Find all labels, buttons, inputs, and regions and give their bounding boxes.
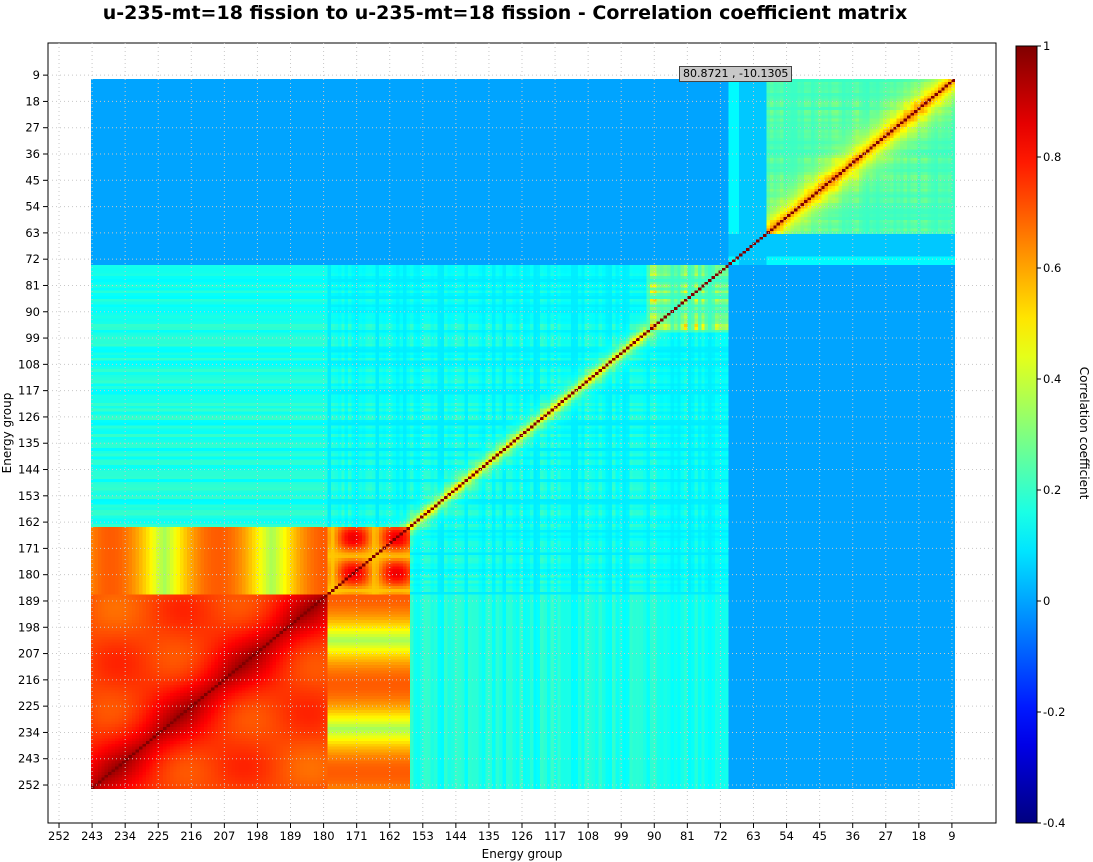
colorbar-tick-label: -0.2 [1043,705,1065,719]
x-tick-label: 171 [346,829,368,843]
y-tick-label: 243 [18,752,40,766]
y-tick-label: 189 [18,594,40,608]
colorbar-tick-label: 0.8 [1043,150,1061,164]
x-tick-label: 108 [577,829,599,843]
x-tick-label: 153 [412,829,434,843]
y-tick-label: 198 [18,620,40,634]
x-tick-label: 18 [912,829,927,843]
x-tick-label: 126 [511,829,533,843]
x-axis-label: Energy group [482,847,563,861]
colorbar-tick-label: 0 [1043,594,1050,608]
x-tick-label: 45 [812,829,827,843]
y-tick-label: 162 [18,515,40,529]
y-tick-label: 27 [25,121,40,135]
x-tick-label: 162 [379,829,401,843]
y-tick-label: 108 [18,357,40,371]
x-tick-label: 9 [948,829,955,843]
y-tick-label: 54 [25,200,40,214]
x-tick-label: 99 [614,829,629,843]
y-tick-label: 45 [25,173,40,187]
x-tick-label: 189 [280,829,302,843]
colorbar-tick-label: 0.4 [1043,372,1061,386]
x-tick-label: 27 [878,829,893,843]
colorbar [1015,45,1038,824]
y-tick-label: 135 [18,436,40,450]
y-tick-label: 225 [18,699,40,713]
x-tick-label: 36 [845,829,860,843]
y-tick-label: 171 [18,541,40,555]
y-tick-label: 99 [25,331,40,345]
x-tick-label: 243 [81,829,103,843]
y-tick-label: 153 [18,489,40,503]
y-tick-label: 252 [18,778,40,792]
x-tick-label: 225 [147,829,169,843]
y-tick-label: 72 [25,252,40,266]
heatmap-image [91,79,955,789]
y-tick-label: 18 [25,94,40,108]
x-tick-label: 198 [246,829,268,843]
y-tick-label: 81 [25,278,40,292]
x-tick-label: 234 [114,829,136,843]
y-tick-label: 117 [18,384,40,398]
y-axis-label: Energy group [0,393,14,474]
y-tick-label: 90 [25,305,40,319]
x-tick-label: 252 [48,829,70,843]
y-tick-label: 63 [25,226,40,240]
y-tick-label: 180 [18,568,40,582]
y-tick-label: 234 [18,725,40,739]
chart-title: u-235-mt=18 fission to u-235-mt=18 fissi… [102,2,908,24]
colorbar-tick-label: -0.4 [1043,816,1065,830]
x-tick-label: 117 [544,829,566,843]
y-tick-label: 144 [18,463,40,477]
x-tick-label: 54 [779,829,794,843]
x-tick-label: 72 [713,829,728,843]
y-tick-label: 207 [18,647,40,661]
x-tick-label: 135 [478,829,500,843]
x-tick-label: 144 [445,829,467,843]
colorbar-tick-label: 0.6 [1043,261,1061,275]
colorbar-tick-label: 1 [1043,39,1050,53]
x-tick-label: 63 [746,829,761,843]
y-tick-label: 126 [18,410,40,424]
y-tick-label: 9 [33,68,40,82]
x-tick-label: 81 [680,829,695,843]
x-tick-label: 216 [180,829,202,843]
x-tick-label: 180 [313,829,335,843]
colorbar-tick-label: 0.2 [1043,483,1061,497]
y-tick-label: 216 [18,673,40,687]
y-tick-label: 36 [25,147,40,161]
x-tick-label: 90 [647,829,662,843]
cursor-readout: 80.8721 , -10.1305 [679,66,793,82]
colorbar-label: Correlation coefficient [1077,367,1091,500]
x-tick-label: 207 [213,829,235,843]
